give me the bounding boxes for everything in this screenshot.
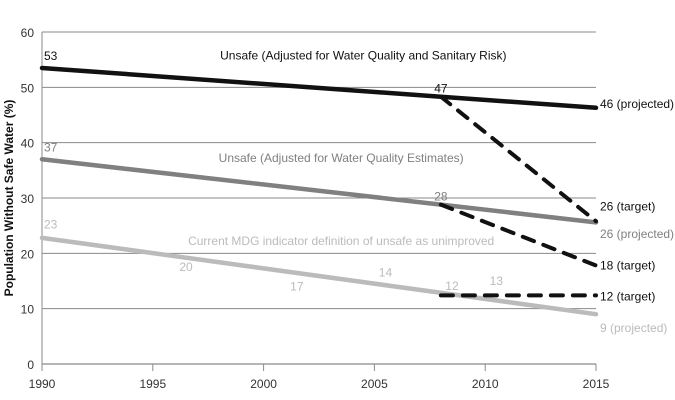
y-tick-label: 50 (21, 81, 35, 95)
y-tick-label: 20 (21, 247, 35, 261)
x-tick-label: 2005 (361, 377, 388, 391)
series-title: Unsafe (Adjusted for Water Quality Estim… (219, 151, 464, 165)
data-label: 26 (projected) (600, 227, 674, 241)
data-label: 14 (379, 266, 393, 280)
data-label: 26 (target) (600, 199, 655, 213)
data-label: 37 (44, 140, 58, 154)
x-tick-label: 1990 (29, 377, 56, 391)
data-label: 20 (179, 260, 193, 274)
y-tick-label: 10 (21, 303, 35, 317)
series-line (39, 157, 599, 225)
y-tick-label: 30 (21, 192, 35, 206)
series-title: Current MDG indicator definition of unsa… (188, 234, 494, 248)
x-tick-label: 2015 (583, 377, 610, 391)
y-tick-label: 60 (21, 26, 35, 40)
data-label: 53 (44, 49, 58, 63)
data-label: 18 (target) (600, 258, 655, 272)
series-title: Unsafe (Adjusted for Water Quality and S… (220, 49, 506, 63)
data-labels: 53 47 46 (projected) 37 28 26 (projected) 23 20… (44, 49, 674, 335)
x-tick-label: 1995 (139, 377, 166, 391)
data-label: 47 (434, 82, 448, 96)
data-label: 46 (projected) (600, 97, 674, 111)
series-line (39, 235, 599, 317)
y-axis-label: Population Without Safe Water (%) (2, 100, 16, 297)
series-line (438, 202, 598, 268)
data-label: 17 (290, 279, 304, 293)
data-label: 9 (projected) (600, 321, 667, 335)
y-tick-label: 40 (21, 137, 35, 151)
data-label: 12 (445, 279, 459, 293)
series-lines (39, 65, 599, 317)
series-line (438, 94, 598, 224)
data-label: 13 (490, 274, 504, 288)
axes: 0 10 20 30 40 50 60 1990 1995 2000 2005 2010 2015 (21, 26, 610, 391)
data-label: 12 (target) (600, 289, 655, 303)
data-label: 28 (434, 190, 448, 204)
x-tick-label: 2000 (250, 377, 277, 391)
x-tick-label: 2010 (472, 377, 499, 391)
y-tick-label: 0 (27, 358, 34, 372)
data-label: 23 (44, 218, 58, 232)
series-line (39, 65, 599, 111)
